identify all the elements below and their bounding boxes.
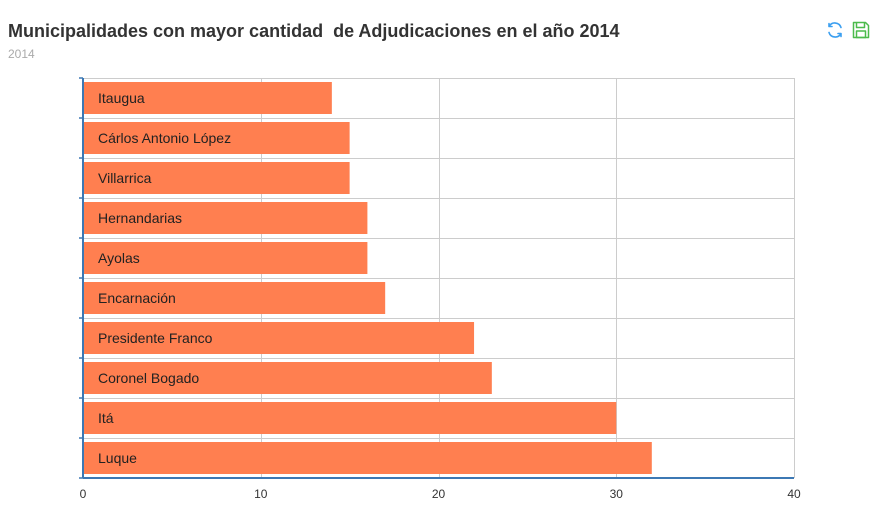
bar	[84, 282, 386, 314]
x-axis-tick-label: 30	[610, 487, 624, 501]
bar-category-label: Presidente Franco	[98, 330, 213, 346]
chart-title: Municipalidades con mayor cantidad de Ad…	[8, 21, 620, 41]
bar	[84, 242, 368, 274]
chart-subtitle: 2014	[8, 47, 35, 61]
bar-category-label: Itaugua	[98, 90, 145, 106]
bar-category-label: Encarnación	[98, 290, 176, 306]
bar	[84, 442, 652, 474]
bar	[84, 202, 368, 234]
bar	[84, 162, 350, 194]
refresh-button[interactable]	[826, 21, 844, 39]
bar-category-label: Villarrica	[98, 170, 152, 186]
x-axis-tick-label: 10	[254, 487, 268, 501]
bar-category-label: Hernandarias	[98, 210, 182, 226]
bar-category-label: Ayolas	[98, 250, 140, 266]
bar	[84, 402, 617, 434]
bar-category-label: Itá	[98, 410, 114, 426]
save-as-image-button[interactable]	[852, 21, 870, 39]
refresh-icon	[828, 22, 842, 38]
save-icon	[852, 21, 870, 39]
bar	[84, 82, 332, 114]
x-axis-tick-label: 40	[787, 487, 801, 501]
x-axis-tick-label: 0	[80, 487, 87, 501]
bar	[84, 122, 350, 154]
bar-category-label: Coronel Bogado	[98, 370, 199, 386]
bar-category-label: Cárlos Antonio López	[98, 130, 231, 146]
bar	[84, 322, 475, 354]
x-axis-tick-label: 20	[432, 487, 446, 501]
bar	[84, 362, 492, 394]
chart-toolbox	[826, 21, 870, 39]
bar-category-label: Luque	[98, 450, 137, 466]
